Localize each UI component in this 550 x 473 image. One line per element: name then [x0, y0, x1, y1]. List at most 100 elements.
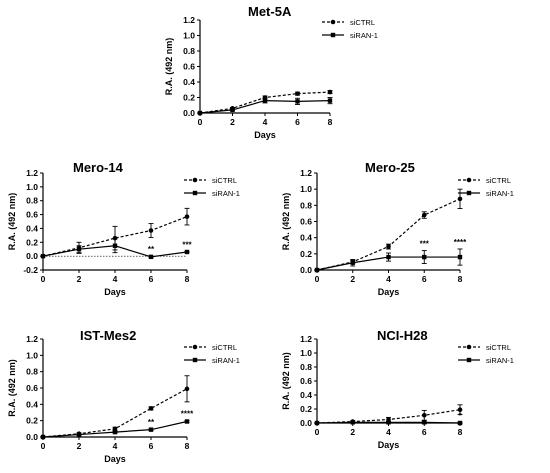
- y-tick-label: 0.8: [183, 46, 195, 56]
- legend-marker-circle: [466, 177, 472, 183]
- y-tick-label: 0.0: [26, 251, 38, 261]
- data-point-square: [197, 110, 203, 116]
- data-point-square: [262, 98, 268, 103]
- y-tick-label: 1.2: [26, 334, 38, 344]
- y-tick-label: 1.0: [300, 184, 312, 194]
- y-axis-label: R.A. (492 nm): [281, 193, 291, 251]
- data-point-circle: [457, 196, 463, 202]
- data-point-circle: [421, 413, 427, 418]
- data-point-circle: [421, 212, 427, 218]
- y-tick-label: 0.0: [300, 265, 312, 275]
- data-point-square: [295, 99, 300, 104]
- significance-marker: ***: [182, 240, 192, 249]
- x-tick-label: 0: [315, 274, 320, 284]
- significance-marker: ****: [454, 238, 467, 247]
- y-axis-label: R.A. (492 nm): [281, 352, 291, 410]
- legend-label: siCTRL: [212, 176, 237, 185]
- data-point-square: [112, 429, 118, 435]
- x-tick-label: 6: [149, 274, 154, 284]
- data-point-square: [314, 420, 320, 426]
- y-axis-label: R.A. (492 nm): [7, 359, 17, 417]
- legend-label: siRAN-1: [486, 356, 514, 365]
- data-point-square: [327, 98, 333, 103]
- data-point-circle: [295, 91, 300, 96]
- data-point-square: [457, 254, 463, 260]
- series-knockdown: [40, 238, 190, 260]
- x-tick-label: 4: [386, 274, 391, 284]
- y-tick-label: 0.4: [26, 223, 38, 233]
- x-axis-label: Days: [378, 440, 400, 450]
- y-tick-label: 0.2: [300, 404, 312, 414]
- x-tick-label: 2: [350, 427, 355, 437]
- data-point-square: [148, 254, 154, 260]
- series-knockdown: [197, 97, 333, 116]
- data-point-square: [40, 253, 46, 259]
- x-tick-label: 0: [41, 274, 46, 284]
- y-tick-label: 1.2: [300, 168, 312, 178]
- data-point-square: [76, 432, 82, 437]
- data-point-circle: [148, 228, 154, 233]
- data-point-square: [457, 420, 463, 426]
- y-tick-label: 0.0: [300, 418, 312, 428]
- x-tick-label: 2: [230, 117, 235, 127]
- chart-panel: NCI-H28 0.0 0.2 0.4 0.6 0.8 1.0 1.2 0 2 4 6 8 Days R.A…: [281, 328, 514, 450]
- y-tick-label: 0.6: [183, 62, 195, 72]
- legend-label: siRAN-1: [486, 189, 514, 198]
- data-point-square: [148, 427, 154, 432]
- y-tick-label: 0.8: [300, 362, 312, 372]
- y-tick-label: 0.2: [26, 416, 38, 426]
- chart-panel: Met-5A 0.0 0.2 0.4 0.6 0.8 1.0 1.2 0 2 4 6 8 Days R.A.…: [164, 4, 378, 140]
- chart-title: NCI-H28: [377, 328, 428, 343]
- data-point-square: [314, 267, 320, 273]
- x-tick-label: 8: [458, 274, 463, 284]
- legend-label: siRAN-1: [212, 189, 240, 198]
- y-tick-label: 0.4: [300, 390, 312, 400]
- legend-marker-square: [192, 357, 198, 363]
- legend-label: siCTRL: [486, 343, 511, 352]
- data-point-circle: [184, 386, 190, 392]
- y-tick-label: 0.2: [183, 93, 195, 103]
- legend: siCTRL siRAN-1: [322, 18, 378, 40]
- x-tick-label: 4: [113, 441, 118, 451]
- y-tick-label: 0.8: [26, 196, 38, 206]
- legend-label: siRAN-1: [212, 356, 240, 365]
- data-point-circle: [184, 214, 190, 219]
- y-tick-label: 1.2: [26, 168, 38, 178]
- y-tick-label: 0.2: [26, 237, 38, 247]
- legend-marker-square: [330, 32, 336, 38]
- y-axis-label: R.A. (492 nm): [164, 38, 174, 96]
- y-tick-label: 1.0: [26, 182, 38, 192]
- series-control: [40, 375, 190, 440]
- data-point-square: [422, 254, 427, 260]
- legend: siCTRL siRAN-1: [458, 176, 514, 198]
- series-knockdown: [40, 419, 190, 440]
- data-point-square: [422, 420, 427, 425]
- y-axis-label: R.A. (492 nm): [7, 193, 17, 251]
- chart-title: Mero-14: [73, 160, 124, 175]
- y-tick-label: 1.0: [26, 350, 38, 360]
- y-tick-label: 0.6: [26, 383, 38, 393]
- x-tick-label: 0: [315, 427, 320, 437]
- data-point-square: [386, 420, 391, 425]
- x-tick-label: 6: [422, 427, 427, 437]
- chart-title: Met-5A: [248, 4, 292, 19]
- legend-label: siRAN-1: [350, 31, 378, 40]
- x-tick-label: 6: [422, 274, 427, 284]
- y-tick-label: 1.0: [300, 348, 312, 358]
- chart-title: Mero-25: [365, 160, 415, 175]
- legend: siCTRL siRAN-1: [184, 343, 240, 365]
- x-tick-label: 8: [328, 117, 333, 127]
- data-point-square: [40, 434, 46, 440]
- data-point-square: [76, 247, 82, 252]
- y-tick-label: 0.8: [300, 200, 312, 210]
- x-tick-label: 8: [458, 427, 463, 437]
- x-tick-label: 4: [263, 117, 268, 127]
- y-tick-label: 0.6: [300, 217, 312, 227]
- x-tick-label: 0: [198, 117, 203, 127]
- x-tick-label: 2: [350, 274, 355, 284]
- legend-marker-circle: [192, 344, 198, 350]
- chart-panel: Mero-14 -0.2 0.0 0.2 0.4 0.6 0.8 1.0 1.2 0 2 4 6 8 Day…: [7, 160, 240, 297]
- data-point-square: [184, 419, 190, 424]
- y-tick-label: 0.2: [300, 249, 312, 259]
